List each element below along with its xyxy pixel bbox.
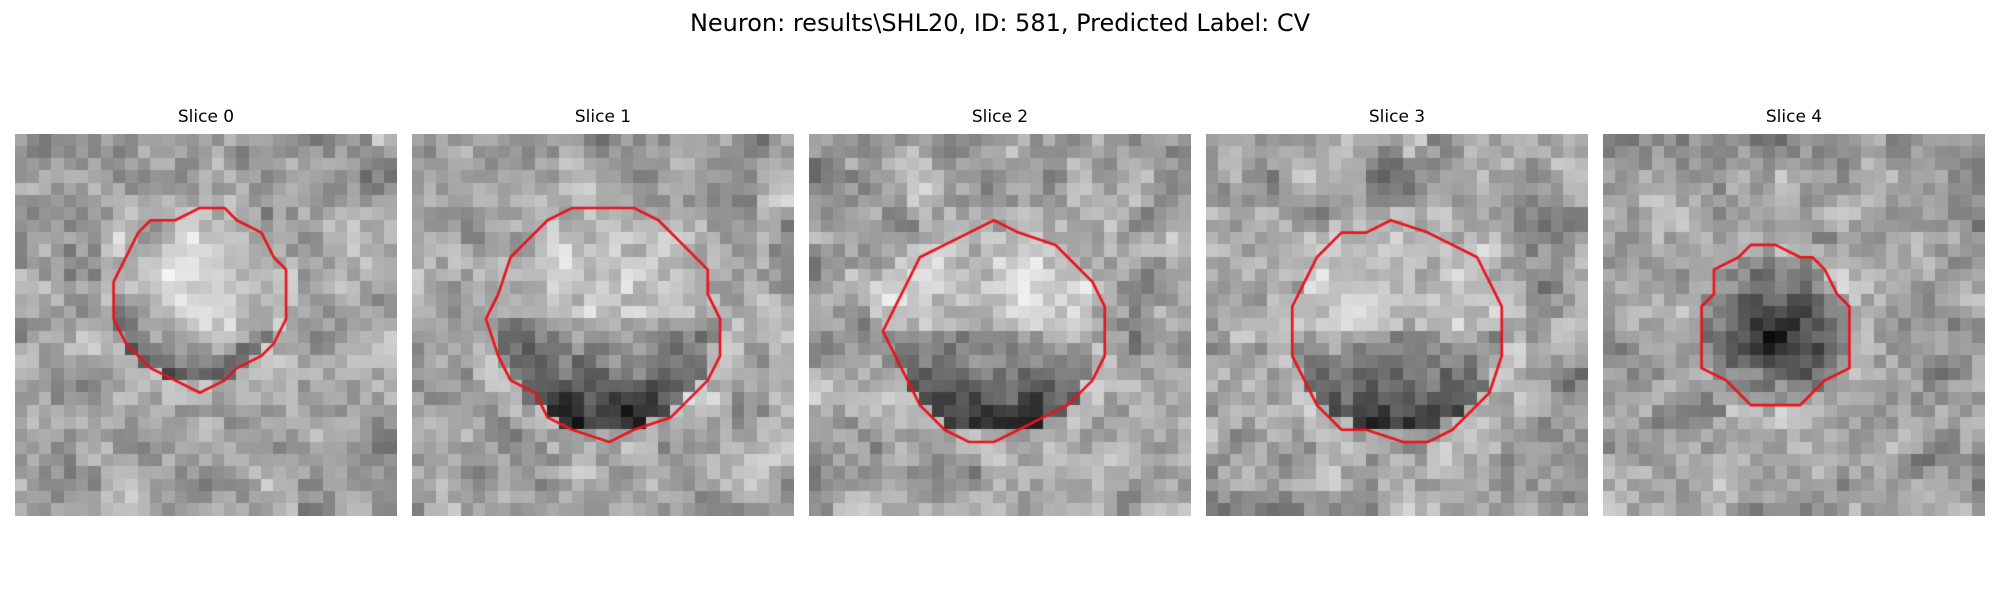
slice-panel-1: Slice 1 [412, 106, 794, 520]
slice-title: Slice 4 [1765, 107, 1823, 127]
slice-title: Slice 2 [971, 107, 1029, 127]
slice-image [809, 134, 1191, 516]
slice-title: Slice 1 [574, 107, 632, 127]
slice-image [1603, 134, 1985, 516]
slice-panel-3: Slice 3 [1206, 106, 1588, 520]
slice-title: Slice 3 [1368, 107, 1426, 127]
slice-title: Slice 0 [177, 107, 235, 127]
slice-image [412, 134, 794, 516]
slice-image [1206, 134, 1588, 516]
slice-panel-0: Slice 0 [15, 106, 397, 520]
slice-panel-4: Slice 4 [1603, 106, 1985, 520]
slice-panel-2: Slice 2 [809, 106, 1191, 520]
slice-image [15, 134, 397, 516]
figure-title: Neuron: results\SHL20, ID: 581, Predicte… [689, 9, 1311, 37]
